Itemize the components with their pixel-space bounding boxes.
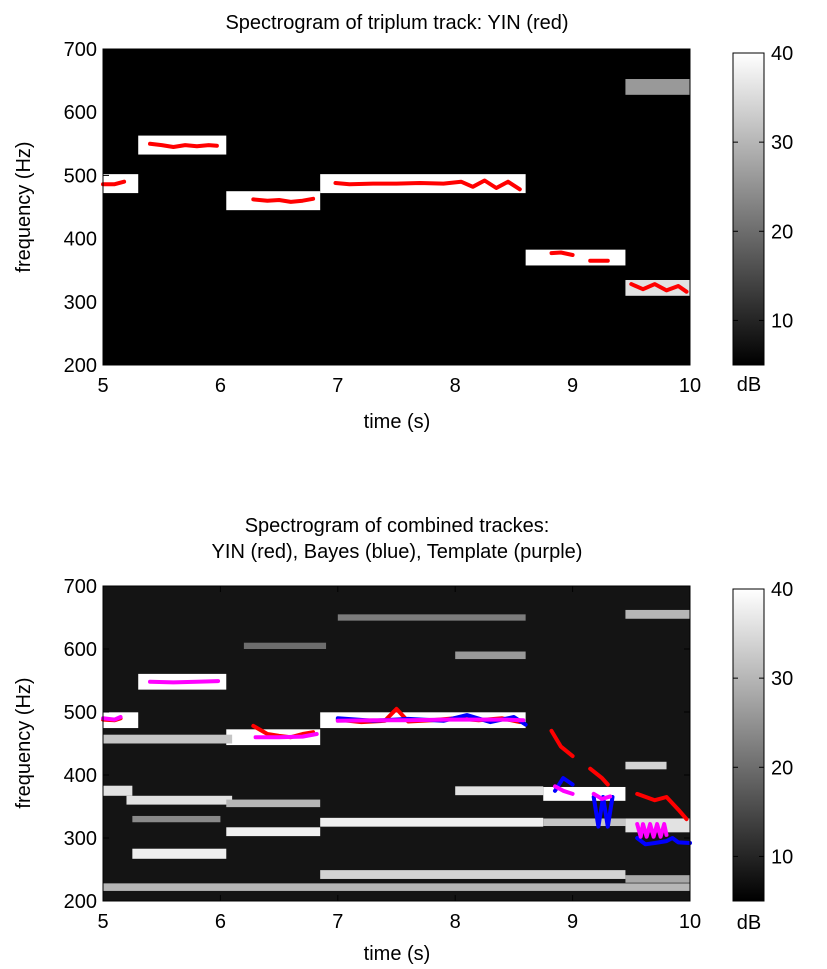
panel-1-x-tick-label: 9 xyxy=(567,375,578,397)
panel-1-axes-frame xyxy=(102,48,691,366)
panel-1-yin-track-segment-4 xyxy=(549,250,575,257)
panel-2-x-tick-label: 5 xyxy=(97,911,108,933)
panel-1-y-tick-label: 300 xyxy=(64,292,97,314)
panel-1-colorbar-tick-label: 20 xyxy=(771,221,793,243)
panel-1-colorbar: 10 20 30 40 dB xyxy=(732,43,793,396)
panel-2-band-15 xyxy=(337,614,526,621)
panel-1-y-ticks: 200 300 400 500 600 700 xyxy=(64,39,690,377)
panel-2-template-track-segment-6 xyxy=(635,822,669,839)
panel-2-y-ticks: 200 300 400 500 600 700 xyxy=(64,576,690,913)
panel-2-axes-frame xyxy=(102,585,691,902)
panel-1-plot-area xyxy=(101,48,691,366)
panel-2-colorbar-label: dB xyxy=(737,912,761,934)
panel-1-yin-track-segment-2 xyxy=(251,196,316,204)
panel-1-x-ticks: 5 6 7 8 9 10 xyxy=(97,49,701,397)
panel-2-colorbar-gradient xyxy=(732,588,765,902)
panel-2-band-20 xyxy=(625,761,667,770)
panel-2-x-tick-label: 9 xyxy=(567,911,578,933)
panel-1-y-tick-label: 200 xyxy=(64,355,97,377)
panel-2-template-track-segment-5 xyxy=(591,791,613,801)
panel-2-x-tick-label: 10 xyxy=(679,911,701,933)
panel-2-band-16 xyxy=(455,651,526,660)
panel-1-x-tick-label: 10 xyxy=(679,375,701,397)
panel-1-y-tick-label: 400 xyxy=(64,229,97,251)
panel-2-y-tick-label: 300 xyxy=(64,828,97,850)
panel-1-y-tick-label: 600 xyxy=(64,102,97,124)
panel-1-y-tick-label: 500 xyxy=(64,165,97,187)
panel-1-yin-track-segment-3 xyxy=(333,178,522,192)
panel-1-y-tick-label: 700 xyxy=(64,39,97,61)
panel-1-yin-track-segment-1 xyxy=(148,141,219,149)
panel-1-y-axis-label: frequency (Hz) xyxy=(13,141,35,272)
panel-2-template-track-segment-3 xyxy=(335,717,526,723)
panel-2-band-11 xyxy=(243,642,327,649)
panel-2-band-4 xyxy=(103,734,233,744)
panel-2-band-10 xyxy=(226,799,321,808)
panel-2-y-tick-label: 600 xyxy=(64,639,97,661)
panel-2-band-7 xyxy=(132,815,221,823)
panel-1-colorbar-ticks: 10 20 30 40 xyxy=(733,43,793,332)
panel-2-band-5 xyxy=(103,785,133,796)
panel-2-plot-area xyxy=(101,585,692,902)
panel-2-x-tick-label: 8 xyxy=(450,911,461,933)
panel-2-title-line-2: YIN (red), Bayes (blue), Template (purpl… xyxy=(212,541,583,563)
panel-1-x-tick-label: 6 xyxy=(215,375,226,397)
panel-2-colorbar-tick-label: 10 xyxy=(771,846,793,868)
panel-1-x-axis-label: time (s) xyxy=(364,411,431,433)
panel-1-heatmap-background xyxy=(103,49,690,365)
panel-2-track-lines xyxy=(101,679,692,847)
panel-1-colorbar-label: dB xyxy=(737,374,761,396)
panel-2-band-9 xyxy=(226,827,321,837)
panel-2-colorbar: 10 20 30 40 dB xyxy=(732,579,793,934)
panel-2-colorbar-ticks: 10 20 30 40 xyxy=(733,579,793,868)
panel-1-colorbar-tick-label: 10 xyxy=(771,310,793,332)
panel-1-band-6 xyxy=(625,79,690,95)
panel-2-band-8 xyxy=(132,848,227,859)
panel-2-yin-track-segment-4 xyxy=(588,766,610,787)
panel-2-template-track-segment-2 xyxy=(253,732,319,740)
panel-2-x-tick-label: 6 xyxy=(215,911,226,933)
panel-1-yin-track-segment-6 xyxy=(629,282,689,294)
panel-2-y-tick-label: 700 xyxy=(64,576,97,598)
panel-2-template-track-segment-1 xyxy=(148,679,221,685)
panel-2-band-23 xyxy=(103,883,690,891)
panel-2-yin-track-segment-3 xyxy=(549,728,575,759)
panel-2-band-22 xyxy=(625,875,690,883)
panel-2-band-6 xyxy=(126,795,233,805)
panel-1-colorbar-tick-label: 30 xyxy=(771,132,793,154)
panel-1-track-lines xyxy=(101,141,689,294)
panel-2-colorbar-tick-label: 30 xyxy=(771,668,793,690)
panel-1-x-tick-label: 8 xyxy=(450,375,461,397)
panel-1-x-tick-label: 7 xyxy=(332,375,343,397)
panel-2-y-tick-label: 400 xyxy=(64,765,97,787)
panel-1-colorbar-gradient xyxy=(732,52,765,366)
panel-1-title: Spectrogram of triplum track: YIN (red) xyxy=(225,12,568,34)
panel-1-x-tick-label: 5 xyxy=(97,375,108,397)
panel-2-y-axis-label: frequency (Hz) xyxy=(13,677,35,808)
panel-2-band-12 xyxy=(320,817,544,827)
panel-2-band-14 xyxy=(455,786,544,796)
panel-2-x-ticks: 5 6 7 8 9 10 xyxy=(97,586,701,933)
panel-1: Spectrogram of triplum track: YIN (red) … xyxy=(13,12,793,433)
panel-2-band-18 xyxy=(543,818,626,827)
panel-2-y-tick-label: 500 xyxy=(64,702,97,724)
panel-2: Spectrogram of combined trackes: YIN (re… xyxy=(13,515,793,965)
panel-2-yin-track-segment-5 xyxy=(635,791,689,822)
panel-2-band-21 xyxy=(625,609,690,619)
panel-2-title-line-1: Spectrogram of combined trackes: xyxy=(245,515,550,537)
panel-2-x-axis-label: time (s) xyxy=(364,943,431,965)
panel-1-yin-track-segment-0 xyxy=(101,179,127,187)
panel-1-band-4 xyxy=(525,249,626,266)
panel-2-template-track-segment-0 xyxy=(101,715,123,722)
panel-2-colorbar-tick-label: 40 xyxy=(771,579,793,601)
panel-2-template-track-segment-4 xyxy=(553,784,575,796)
panel-2-colorbar-tick-label: 20 xyxy=(771,757,793,779)
panel-1-colorbar-tick-label: 40 xyxy=(771,43,793,65)
panel-2-y-tick-label: 200 xyxy=(64,891,97,913)
panel-2-band-13 xyxy=(320,870,626,879)
panel-2-x-tick-label: 7 xyxy=(332,911,343,933)
panel-2-bayes-track-segment-3 xyxy=(635,836,692,847)
